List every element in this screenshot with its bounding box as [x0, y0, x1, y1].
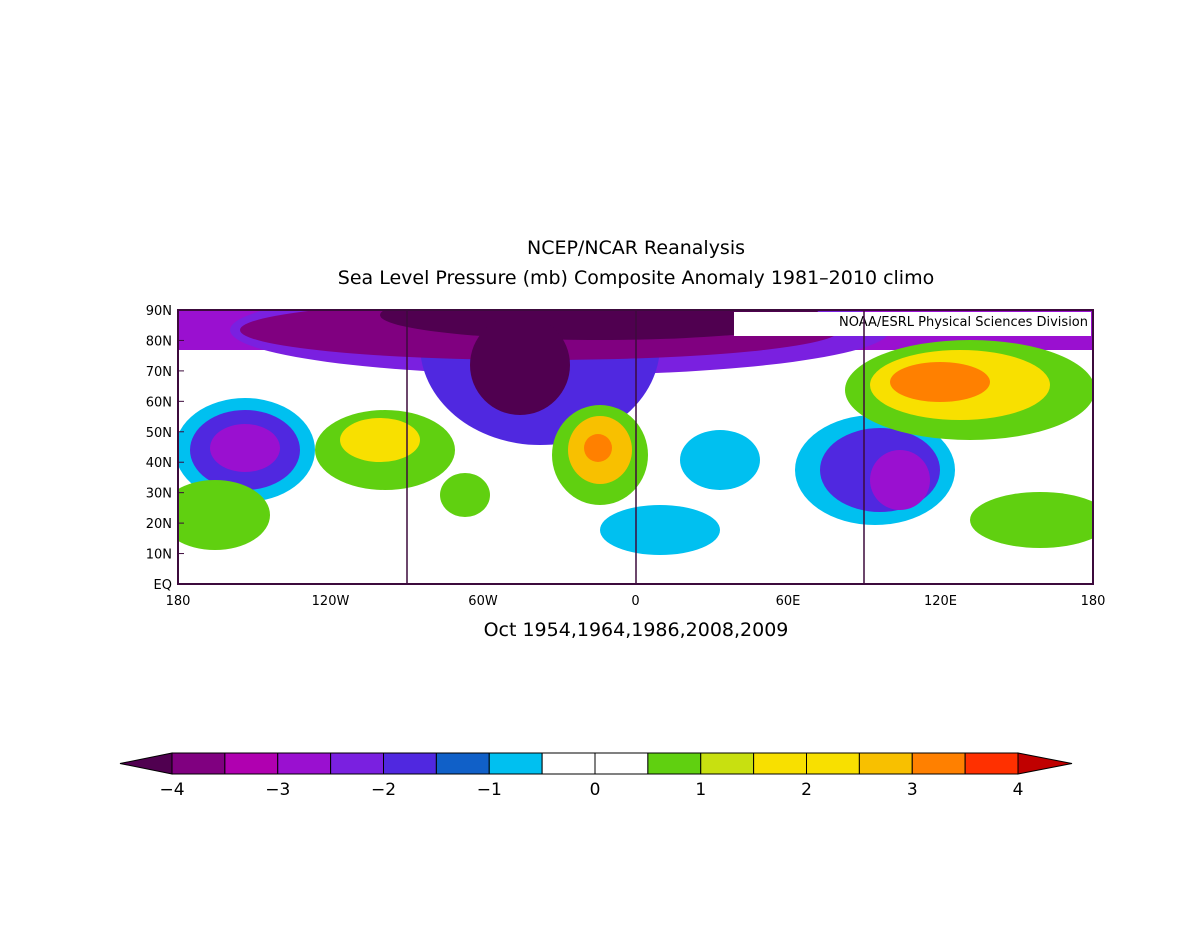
title: NCEP/NCAR Reanalysis: [527, 237, 745, 259]
colorbar-box: [858, 752, 913, 775]
lat-label: 20N: [146, 517, 172, 532]
colorbar-label: −3: [265, 780, 290, 800]
colorbar-box: [753, 752, 807, 775]
lat-label: 50N: [146, 426, 172, 441]
colorbar-label: −4: [159, 780, 184, 800]
lon-label: 180: [1081, 594, 1106, 609]
colorbar-label: 2: [801, 780, 812, 800]
anomaly-field: [178, 310, 1093, 584]
colorbar: −4 −3 −2 −1 0 1 2 3 4: [119, 752, 1073, 800]
lat-label: EQ: [154, 578, 172, 593]
map-frame: [177, 309, 1094, 585]
lat-label: 40N: [146, 456, 172, 471]
colorbar-box: [594, 752, 649, 775]
lat-labels: EQ 10N 20N 30N 40N 50N 60N 70N 80N 90N: [146, 304, 184, 593]
colorbar-box: [435, 752, 490, 775]
lat-label: 60N: [146, 395, 172, 410]
subtitle: Sea Level Pressure (mb) Composite Anomal…: [338, 267, 934, 289]
lon-label: 0: [631, 594, 639, 609]
colorbar-label: 1: [695, 780, 706, 800]
colorbar-box: [224, 752, 279, 775]
colorbar-box: [488, 752, 543, 775]
lon-label: 120E: [924, 594, 957, 609]
lat-label: 90N: [146, 304, 172, 319]
colorbar-box: [647, 752, 702, 775]
colorbar-box: [383, 752, 437, 775]
lon-label: 180: [166, 594, 191, 609]
colorbar-label: 3: [907, 780, 918, 800]
colorbar-box: [911, 752, 966, 775]
lon-label: 60E: [776, 594, 801, 609]
lat-label: 30N: [146, 487, 172, 502]
colorbar-box: [277, 752, 332, 775]
lat-label: 10N: [146, 548, 172, 563]
reference-lines: [406, 310, 865, 584]
colorbar-box: [541, 752, 596, 775]
lon-label: 120W: [312, 594, 350, 609]
colorbar-label: −1: [477, 780, 502, 800]
colorbar-box: [171, 752, 226, 775]
colorbar-label: 0: [590, 780, 601, 800]
caption: Oct 1954,1964,1986,2008,2009: [484, 619, 789, 641]
colorbar-box: [964, 752, 1019, 775]
colorbar-high: [1017, 752, 1073, 775]
lat-label: 70N: [146, 365, 172, 380]
colorbar-label: −2: [371, 780, 396, 800]
colorbar-box: [330, 752, 384, 775]
lon-labels: 180 120W 60W 0 60E 120E 180: [166, 594, 1106, 609]
colorbar-label: 4: [1013, 780, 1024, 800]
lat-label: 80N: [146, 334, 172, 349]
colorbar-low: [119, 752, 173, 775]
credit: NOAA/ESRL Physical Sciences Division: [839, 315, 1088, 330]
colorbar-box: [806, 752, 860, 775]
colorbar-box: [700, 752, 755, 775]
lon-label: 60W: [468, 594, 498, 609]
